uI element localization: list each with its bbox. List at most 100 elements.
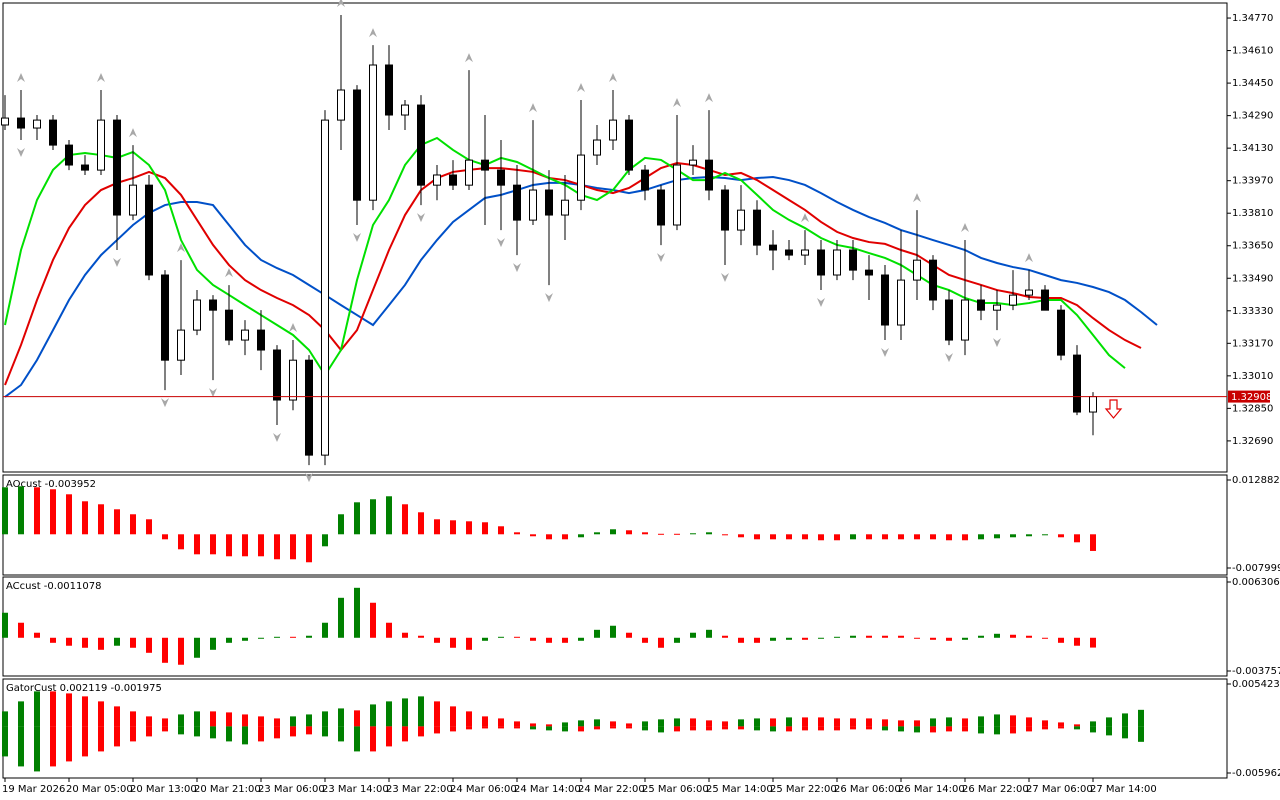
histogram-bar [386, 622, 392, 638]
gator-bar [498, 726, 504, 729]
candle-body [849, 249, 857, 271]
y-tick-label: 1.33970 [1232, 176, 1273, 187]
histogram-bar [34, 632, 40, 638]
candle-body [1041, 289, 1049, 311]
gator-bar [786, 726, 792, 732]
histogram-bar [130, 637, 136, 648]
gator-bar [66, 693, 72, 727]
histogram-bar [754, 534, 760, 540]
gator-bar [274, 726, 280, 739]
histogram-bar [1058, 534, 1064, 538]
gator-bar [802, 726, 808, 731]
gator-bar [546, 724, 552, 727]
fractal-up [673, 98, 681, 108]
histogram-bar [210, 637, 216, 650]
histogram-bar [994, 633, 1000, 638]
candle-body [177, 329, 185, 361]
fractal-down [209, 388, 217, 398]
gator-bar [322, 726, 328, 737]
gator-bar [418, 726, 424, 737]
gator-bar [594, 726, 600, 730]
gator-bar [882, 719, 888, 727]
fractal-down [497, 238, 505, 248]
histogram-bar [194, 637, 200, 658]
fractal-up [913, 193, 921, 203]
gator-bar [82, 696, 88, 727]
y-tick-label: 1.32850 [1232, 403, 1273, 414]
gator-bar [914, 720, 920, 727]
gator-bar [258, 716, 264, 727]
gator-bar [146, 726, 152, 737]
gator-bar [722, 721, 728, 727]
alligator-line [4, 161, 1142, 386]
histogram-bar [546, 637, 552, 643]
candle-body [33, 119, 41, 129]
y-tick-label: 1.33650 [1232, 241, 1273, 252]
gator-bar [514, 726, 520, 729]
histogram-bar [722, 534, 728, 536]
histogram-bar [466, 521, 472, 535]
histogram-bar [98, 637, 104, 650]
fractal-down [305, 473, 313, 483]
histogram-bar [930, 637, 936, 640]
candle-body [625, 119, 633, 171]
gator-bar [866, 726, 872, 730]
x-tick-label: 24 Mar 06:00 [450, 784, 517, 795]
gator-bar [898, 726, 904, 732]
gator-bar [146, 716, 152, 727]
gator-bar [194, 726, 200, 737]
candle-body [833, 249, 841, 276]
gator-bar [962, 718, 968, 727]
gator-bar [18, 701, 24, 727]
x-tick-label: 23 Mar 06:00 [258, 784, 325, 795]
histogram-bar [226, 534, 232, 557]
fractal-up [801, 213, 809, 223]
histogram-bar [418, 512, 424, 535]
gator-bar [722, 726, 728, 730]
fractal-down [353, 232, 361, 242]
candle-body [369, 64, 377, 201]
histogram-bar [658, 637, 664, 648]
y-tick-label: 1.33170 [1232, 338, 1273, 349]
candle-body [433, 174, 441, 186]
gator-bar [82, 726, 88, 757]
histogram-bar [82, 637, 88, 648]
fractal-up [961, 223, 969, 233]
gator-bar [898, 720, 904, 727]
gator-bar [994, 726, 1000, 735]
histogram-bar [242, 534, 248, 557]
histogram-bar [578, 534, 584, 538]
gator-bar [1138, 726, 1144, 742]
histogram-bar [18, 486, 24, 535]
candle-body [993, 304, 1001, 311]
gator-bar [578, 726, 584, 732]
y-tick-label: 1.34130 [1232, 143, 1273, 154]
histogram-bar [834, 636, 840, 638]
y-tick-label: 1.33010 [1232, 371, 1273, 382]
fractal-up [369, 28, 377, 38]
candle-body [385, 64, 393, 116]
gator-bar [818, 726, 824, 731]
histogram-bar [1058, 637, 1064, 643]
histogram-bar [674, 533, 680, 535]
x-tick-label: 25 Mar 14:00 [706, 784, 773, 795]
sell-signal-arrow [1104, 399, 1123, 419]
ao-pane [2, 474, 1228, 576]
histogram-bar [1010, 534, 1016, 538]
fractal-down [945, 353, 953, 363]
candle-body [657, 189, 665, 226]
gator-bar [114, 726, 120, 747]
y-tick-label: -0.005962 [1232, 768, 1280, 779]
gator-bar [738, 726, 744, 730]
gator-bar [738, 719, 744, 727]
main-pane [2, 2, 1228, 473]
candle-body [593, 139, 601, 156]
candle-body [721, 189, 729, 231]
histogram-bar [914, 534, 920, 540]
gator-bar [50, 726, 56, 767]
candle-body [705, 159, 713, 191]
gator-bar [930, 718, 936, 727]
histogram-bar [802, 534, 808, 540]
histogram-bar [866, 534, 872, 540]
alligator-line [4, 136, 1126, 377]
